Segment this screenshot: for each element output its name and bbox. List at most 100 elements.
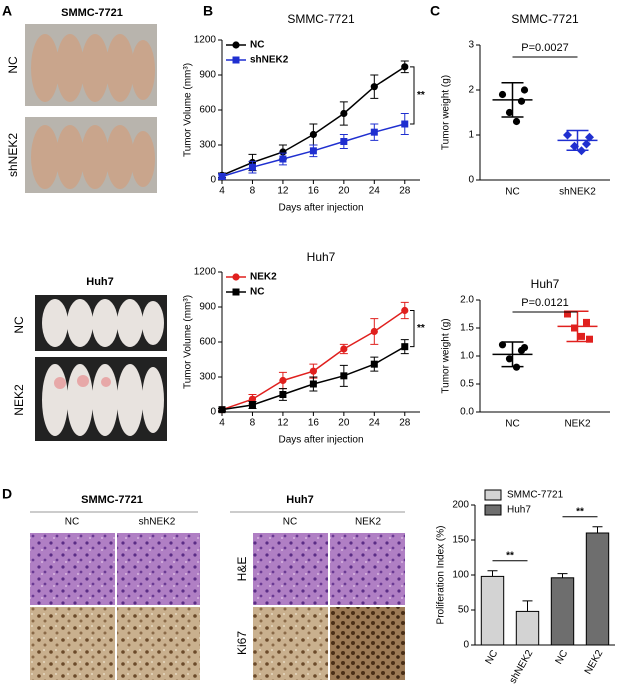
marker xyxy=(340,372,348,380)
x-tick-label: 28 xyxy=(399,418,411,429)
marker xyxy=(218,173,226,180)
row-label: NC xyxy=(12,316,26,334)
y-tick-label: 1200 xyxy=(194,35,217,46)
legend-label: NC xyxy=(250,287,264,298)
x-tick-label: 24 xyxy=(369,186,381,197)
marker xyxy=(232,56,240,64)
annotation: ** xyxy=(506,550,514,561)
y-tick-label: 1200 xyxy=(194,267,217,278)
marker xyxy=(401,120,409,128)
marker xyxy=(232,41,240,49)
x-tick-label: 16 xyxy=(308,418,320,429)
column-label: NC xyxy=(65,517,79,528)
annotation: ** xyxy=(417,90,425,101)
marker xyxy=(505,355,514,363)
error-bar xyxy=(522,600,533,612)
photo-title: SMMC-7721 xyxy=(61,7,123,19)
y-tick-label: 0 xyxy=(210,407,216,418)
histology-title: SMMC-7721 xyxy=(81,494,143,506)
marker xyxy=(498,341,507,349)
panel-label: D xyxy=(2,486,12,502)
marker xyxy=(309,367,317,375)
legend-label: NC xyxy=(250,40,264,51)
mouse-photo xyxy=(25,24,157,106)
bracket xyxy=(410,66,415,125)
marker xyxy=(279,155,287,163)
y-tick-label: 0 xyxy=(463,640,469,651)
y-tick-label: 2.0 xyxy=(460,295,474,306)
y-tick-label: 600 xyxy=(199,105,216,116)
y-tick-label: 1.0 xyxy=(460,351,474,362)
x-tick-label: 16 xyxy=(308,186,320,197)
marker xyxy=(218,406,226,414)
bracket xyxy=(410,310,415,348)
x-tick-label: NC xyxy=(484,648,501,666)
marker xyxy=(498,90,507,99)
column-label: NC xyxy=(283,517,297,528)
y-tick-label: 900 xyxy=(199,70,216,81)
marker xyxy=(232,288,240,296)
y-axis-label: Tumor Volume (mm³) xyxy=(183,63,194,157)
legend-swatch xyxy=(484,504,502,516)
marker xyxy=(517,97,526,105)
x-tick-label: NC xyxy=(505,419,519,430)
marker xyxy=(512,363,521,371)
marker xyxy=(401,63,409,71)
y-tick-label: 50 xyxy=(458,605,470,616)
panel-label: C xyxy=(430,3,440,19)
x-tick-label: 12 xyxy=(277,186,289,197)
marker xyxy=(401,343,409,351)
y-tick-label: 1.5 xyxy=(460,323,474,334)
marker xyxy=(520,344,529,352)
x-tick-label: shNEK2 xyxy=(559,187,596,198)
marker xyxy=(248,401,256,409)
x-tick-label: NEK2 xyxy=(583,648,606,677)
bar xyxy=(550,577,575,646)
x-axis-label: Days after injection xyxy=(278,435,363,446)
annotation: P=0.0027 xyxy=(521,42,568,54)
x-tick-label: NEK2 xyxy=(564,419,591,430)
x-tick-label: 20 xyxy=(338,418,350,429)
y-tick-label: 600 xyxy=(199,337,216,348)
marker xyxy=(577,146,586,156)
x-tick-label: 20 xyxy=(338,186,350,197)
marker xyxy=(571,324,578,332)
histology-image xyxy=(253,533,328,605)
chart-title: SMMC-7721 xyxy=(287,12,355,26)
y-axis-label: Proliferation Index (%) xyxy=(436,526,447,625)
error-bar xyxy=(557,573,568,578)
y-axis-label: Tumor weight (g) xyxy=(441,75,452,150)
row-label: NC xyxy=(6,56,20,74)
marker xyxy=(340,138,348,145)
chart-title: Huh7 xyxy=(531,277,560,291)
x-tick-label: 8 xyxy=(250,418,256,429)
chart-title: Huh7 xyxy=(307,250,336,264)
row-label: shNEK2 xyxy=(6,133,20,177)
photo-title: Huh7 xyxy=(86,276,114,288)
marker xyxy=(512,117,521,126)
error-bar xyxy=(487,570,498,577)
marker xyxy=(232,273,240,281)
mouse-photo xyxy=(35,357,167,441)
marker xyxy=(248,395,257,403)
x-tick-label: 4 xyxy=(219,418,225,429)
legend-label: NEK2 xyxy=(250,272,277,283)
marker xyxy=(586,335,593,343)
mouse-photo xyxy=(25,117,157,193)
marker xyxy=(583,318,590,326)
marker xyxy=(563,130,572,140)
y-tick-label: 0.0 xyxy=(460,407,474,418)
x-tick-label: 28 xyxy=(399,186,411,197)
marker xyxy=(585,132,594,142)
y-tick-label: 150 xyxy=(452,535,469,546)
error-bar xyxy=(592,526,603,533)
y-tick-label: 0 xyxy=(468,175,474,186)
histology-image xyxy=(253,607,328,680)
histology-title: Huh7 xyxy=(286,494,314,506)
stain-label: Ki67 xyxy=(235,631,249,655)
column-label: NEK2 xyxy=(355,517,382,528)
marker xyxy=(309,380,317,388)
y-tick-label: 0.5 xyxy=(460,379,474,390)
